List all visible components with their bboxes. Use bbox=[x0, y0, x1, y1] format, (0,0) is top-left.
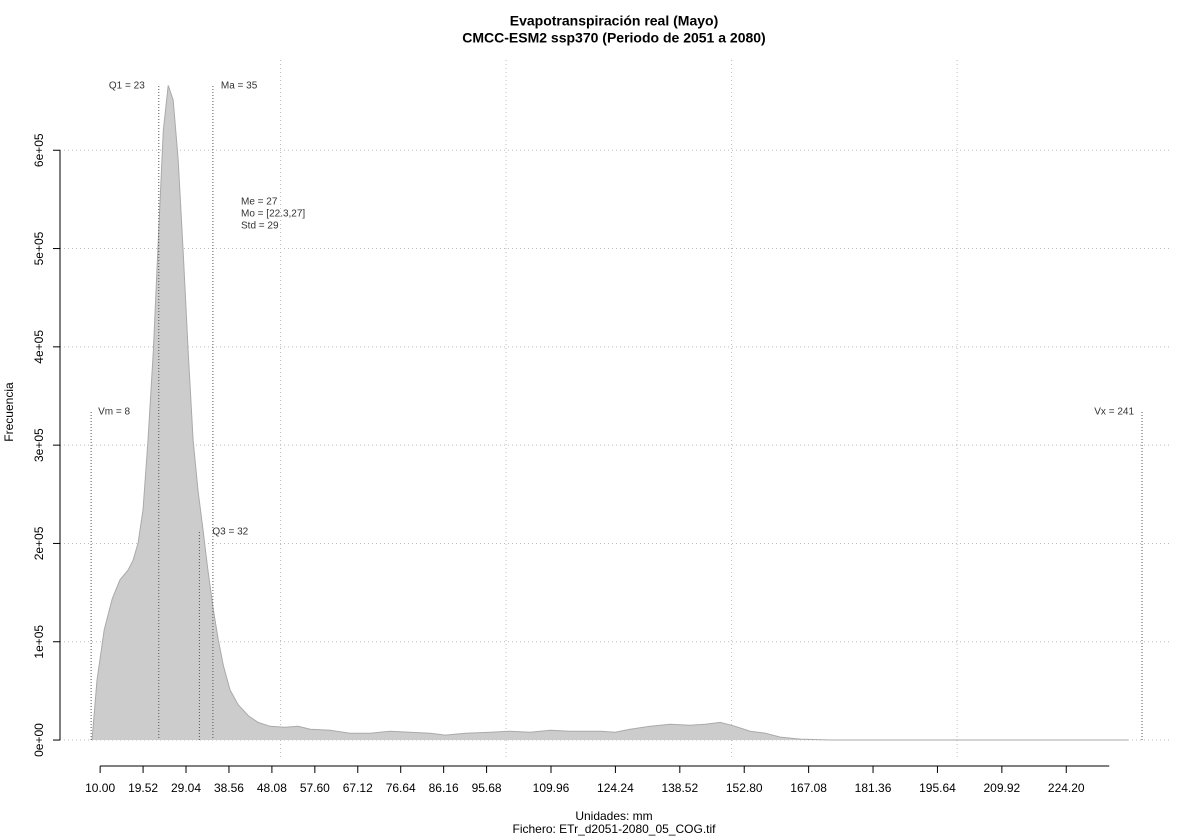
y-tick-label: 4e+05 bbox=[32, 330, 46, 364]
x-tick-label: 167.08 bbox=[790, 781, 827, 795]
x-tick-label: 10.00 bbox=[85, 781, 115, 795]
x-tick-label: 76.64 bbox=[386, 781, 416, 795]
x-tick-label: 109.96 bbox=[533, 781, 570, 795]
chart-title: Evapotranspiración real (Mayo) bbox=[510, 13, 719, 29]
x-tick-label: 86.16 bbox=[429, 781, 459, 795]
x-tick-label: 57.60 bbox=[300, 781, 330, 795]
y-tick-label: 6e+05 bbox=[32, 133, 46, 167]
x-axis-label: Unidades: mm bbox=[575, 809, 652, 823]
stat-label: Ma = 35 bbox=[221, 81, 258, 92]
y-tick-label: 1e+05 bbox=[32, 625, 46, 659]
stat-label: Q1 = 23 bbox=[109, 81, 145, 92]
x-tick-label: 181.36 bbox=[855, 781, 892, 795]
caption: Fichero: ETr_d2051-2080_05_COG.tif bbox=[513, 822, 717, 836]
x-tick-label: 138.52 bbox=[661, 781, 698, 795]
density-area bbox=[92, 85, 1129, 741]
x-tick-label: 38.56 bbox=[214, 781, 244, 795]
stat-label: Vm = 8 bbox=[98, 407, 130, 418]
x-tick-label: 67.12 bbox=[343, 781, 373, 795]
y-tick-label: 0e+00 bbox=[32, 723, 46, 757]
x-tick-label: 48.08 bbox=[257, 781, 287, 795]
y-tick-label: 5e+05 bbox=[32, 231, 46, 265]
y-axis-label: Frecuencia bbox=[2, 382, 16, 442]
stat-label: Vx = 241 bbox=[1094, 407, 1134, 418]
summary-label: Me = 27 bbox=[241, 197, 278, 208]
x-tick-label: 124.24 bbox=[597, 781, 634, 795]
x-tick-label: 29.04 bbox=[171, 781, 201, 795]
x-tick-label: 19.52 bbox=[128, 781, 158, 795]
x-tick-label: 224.20 bbox=[1048, 781, 1085, 795]
x-tick-label: 195.64 bbox=[919, 781, 956, 795]
summary-label: Mo = [22.3,27] bbox=[241, 209, 305, 220]
stat-label: Q3 = 32 bbox=[212, 527, 248, 538]
y-tick-label: 2e+05 bbox=[32, 526, 46, 560]
y-tick-label: 3e+05 bbox=[32, 428, 46, 462]
density-line bbox=[91, 85, 1129, 741]
summary-label: Std = 29 bbox=[241, 221, 279, 232]
chart-subtitle: CMCC-ESM2 ssp370 (Periodo de 2051 a 2080… bbox=[462, 30, 765, 46]
x-tick-label: 95.68 bbox=[472, 781, 502, 795]
x-tick-label: 152.80 bbox=[726, 781, 763, 795]
x-tick-label: 209.92 bbox=[984, 781, 1021, 795]
